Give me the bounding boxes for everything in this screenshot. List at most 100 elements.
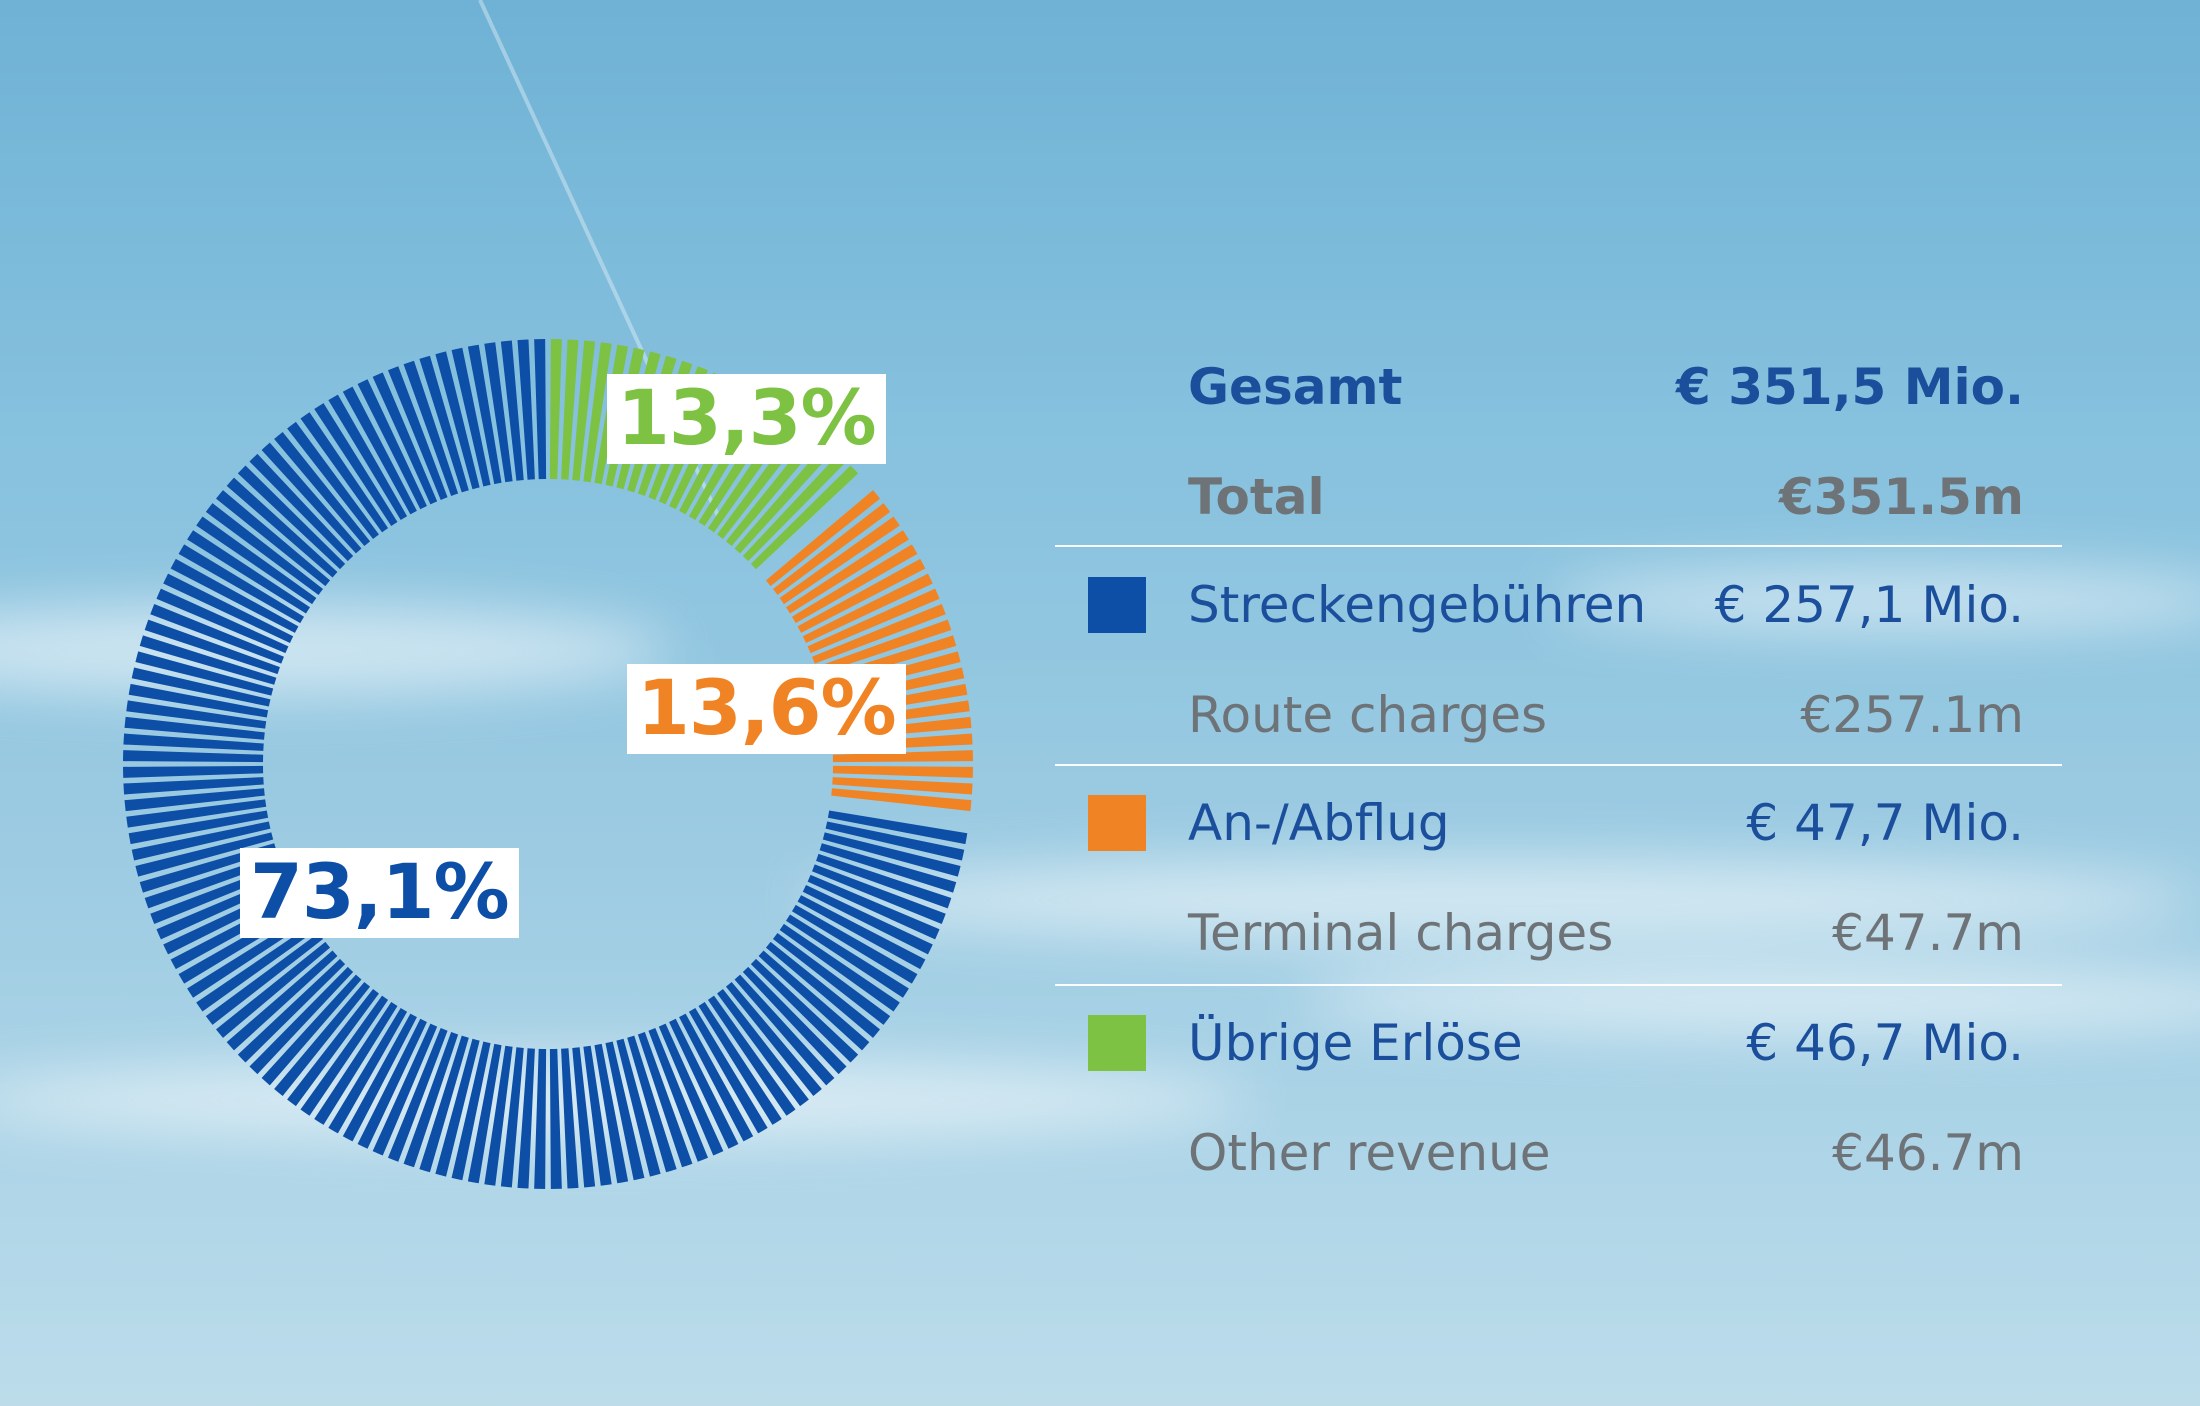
donut-tick xyxy=(758,950,870,1051)
donut-tick xyxy=(750,958,859,1063)
donut-tick xyxy=(205,933,324,1025)
donut-tick xyxy=(549,339,562,480)
donut-tick xyxy=(274,432,371,547)
donut-tick xyxy=(467,344,502,485)
donut-tick xyxy=(812,603,946,664)
donut-tick xyxy=(637,1032,693,1168)
donut-tick xyxy=(583,342,612,483)
donut-tick xyxy=(807,874,940,940)
donut-tick xyxy=(500,1047,524,1188)
donut-tick xyxy=(357,379,427,510)
donut-tick xyxy=(178,544,305,624)
donut-tick xyxy=(627,1035,677,1173)
donut-tick xyxy=(261,442,362,554)
donut-tick xyxy=(812,864,946,925)
donut-tick xyxy=(561,1048,579,1189)
donut-tick xyxy=(797,558,926,633)
donut-tick xyxy=(549,1048,562,1189)
donut-tick xyxy=(534,339,547,480)
donut-tick xyxy=(435,351,480,490)
donut-tick xyxy=(128,810,269,845)
donut-tick xyxy=(832,750,973,763)
donut-tick xyxy=(196,516,317,605)
donut-tick xyxy=(572,340,596,481)
donut-tick xyxy=(797,895,926,970)
donut-tick xyxy=(791,904,918,984)
donut-tick xyxy=(249,966,354,1075)
donut-tick xyxy=(561,339,579,480)
donut-tick xyxy=(196,923,317,1012)
donut-tick xyxy=(517,1048,535,1189)
donut-tick xyxy=(765,490,880,587)
donut-tick xyxy=(387,366,448,500)
donut-tick xyxy=(372,1023,438,1156)
donut-tick xyxy=(128,683,269,718)
donut-tick xyxy=(205,503,324,595)
donut-tick xyxy=(816,853,952,909)
donut-tick xyxy=(791,544,918,624)
donut-tick xyxy=(484,342,513,483)
donut-tick xyxy=(772,933,891,1025)
donut-tick xyxy=(237,958,346,1063)
donut-tick xyxy=(139,635,277,685)
donut-tick xyxy=(342,386,417,515)
donut-tick xyxy=(742,966,847,1075)
donut-slice-terminal-charges xyxy=(765,490,973,812)
donut-tick xyxy=(226,477,338,578)
donut-tick xyxy=(131,667,271,707)
donut-tick xyxy=(734,974,835,1086)
donut-tick xyxy=(226,950,338,1051)
donut-tick xyxy=(328,394,408,521)
donut-tick xyxy=(816,619,952,675)
donut-segments xyxy=(123,339,973,1189)
donut-tick xyxy=(572,1047,596,1188)
donut-tick xyxy=(163,573,294,643)
donut-tick xyxy=(648,1028,709,1162)
donut-tick xyxy=(725,981,822,1096)
donut-tick xyxy=(124,716,265,740)
donut-tick xyxy=(287,988,379,1107)
donut-tick xyxy=(357,1018,427,1149)
donut-tick xyxy=(419,355,469,493)
donut-tick xyxy=(779,923,900,1012)
donut-tick xyxy=(831,788,972,812)
donut-tick xyxy=(274,981,371,1096)
donut-tick xyxy=(419,1035,469,1173)
donut-tick xyxy=(742,453,847,562)
donut-tick xyxy=(126,799,267,828)
donut-tick xyxy=(658,1023,724,1156)
donut-tick xyxy=(144,619,280,675)
donut-tick xyxy=(156,588,289,654)
donut-tick xyxy=(300,995,389,1116)
donut-tick xyxy=(261,974,362,1086)
slice-label-terminal-charges: 13,6% xyxy=(627,664,906,754)
donut-tick xyxy=(679,1013,754,1142)
donut-tick xyxy=(451,347,491,487)
donut-tick xyxy=(616,1038,661,1177)
slice-label-route-charges: 73,1% xyxy=(240,848,519,938)
donut-tick xyxy=(484,1045,513,1186)
donut-tick xyxy=(187,530,310,614)
donut-tick xyxy=(328,1007,408,1134)
donut-tick xyxy=(126,700,267,729)
donut-tick xyxy=(135,832,274,877)
donut-tick xyxy=(403,1032,459,1168)
donut-tick xyxy=(594,1043,629,1184)
donut-tick xyxy=(765,941,880,1038)
donut-tick xyxy=(451,1041,491,1181)
donut-tick xyxy=(300,412,389,533)
donut-tick xyxy=(314,403,398,526)
donut-tick xyxy=(822,832,961,877)
donut-tick xyxy=(124,788,265,812)
donut-tick xyxy=(825,821,965,861)
donut-tick xyxy=(435,1038,480,1177)
donut-tick xyxy=(517,339,535,480)
donut-tick xyxy=(734,442,835,554)
donut-tick xyxy=(819,843,957,893)
donut-tick xyxy=(216,490,331,587)
donut-tick xyxy=(786,530,909,614)
donut-tick xyxy=(237,465,346,570)
donut-tick xyxy=(372,372,438,505)
donut-tick xyxy=(786,914,909,998)
donut-tick xyxy=(403,360,459,496)
